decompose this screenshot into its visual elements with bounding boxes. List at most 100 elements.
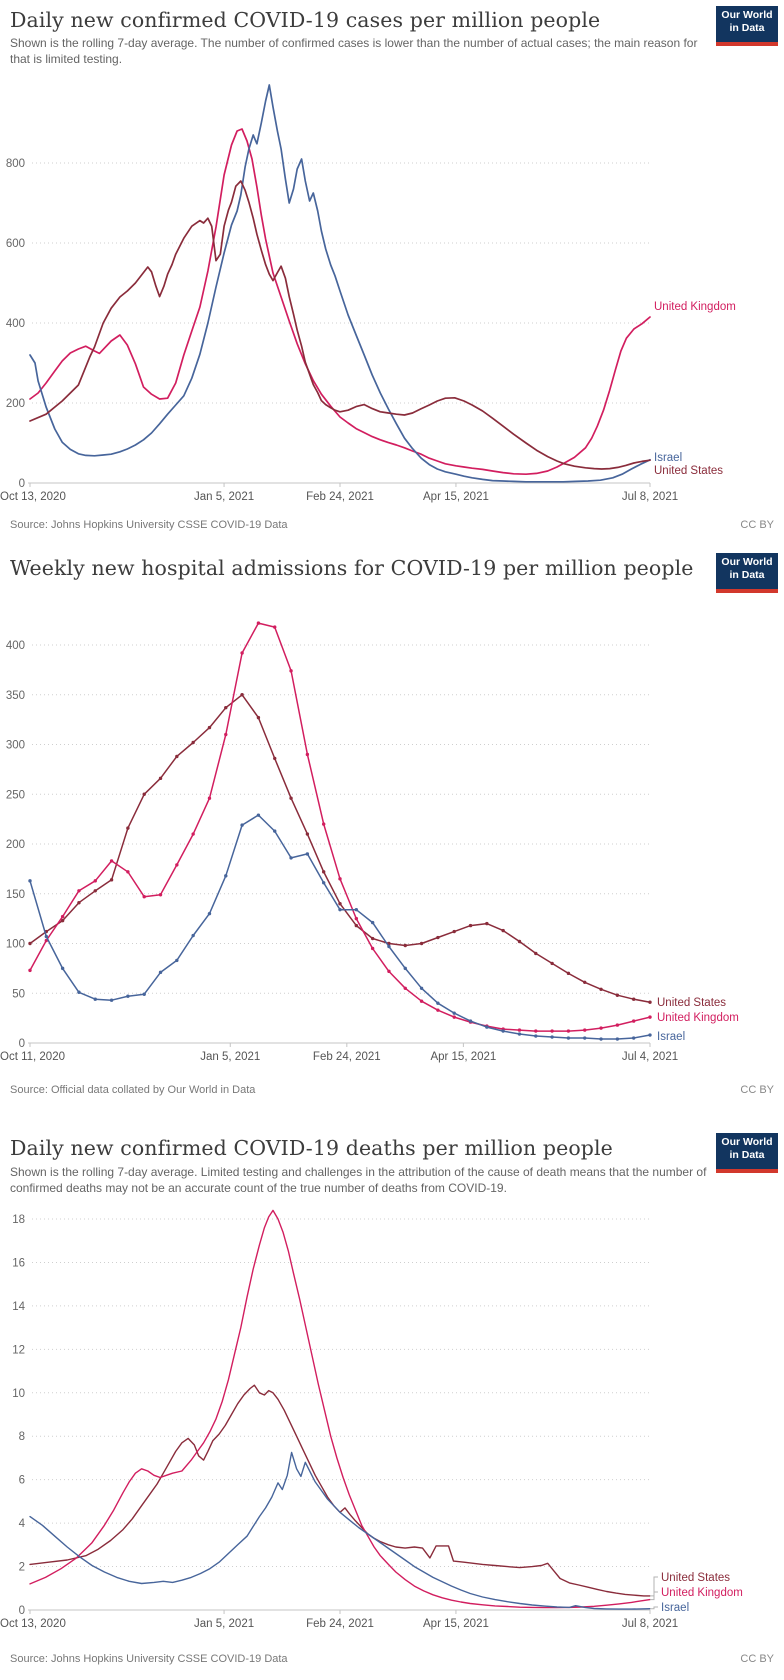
y-tick-label: 150 — [6, 889, 25, 901]
series-end-label: Israel — [661, 1602, 689, 1614]
series-marker — [436, 1001, 440, 1005]
series-line-united-states — [29, 1384, 651, 1597]
series-marker — [77, 901, 81, 905]
owid-logo: Our World in Data — [716, 553, 778, 593]
series-marker — [648, 1000, 652, 1004]
series-marker — [338, 907, 342, 912]
x-tick-label: Feb 24, 2021 — [306, 1618, 374, 1630]
series-marker — [60, 918, 65, 923]
series-end-label: United States — [657, 997, 726, 1009]
series-marker — [534, 951, 538, 956]
series-marker — [240, 693, 244, 697]
y-tick-label: 0 — [19, 478, 25, 490]
license-badge: CC BY — [740, 1084, 774, 1096]
series-end-label: Israel — [657, 1031, 685, 1043]
y-tick-label: 600 — [6, 238, 25, 250]
series-marker — [338, 877, 342, 881]
series-marker — [419, 941, 424, 946]
series-marker — [60, 966, 65, 971]
series-marker — [175, 958, 179, 963]
series-marker — [207, 725, 212, 730]
series-marker — [583, 980, 587, 985]
series-end-label: United Kingdom — [661, 1587, 743, 1599]
series-marker — [599, 1026, 603, 1030]
series-marker — [550, 1029, 554, 1033]
series-marker — [93, 997, 97, 1001]
series-marker — [256, 621, 261, 625]
chart-plot-2: 0 2 4 6 8 10 12 14 16 18 Oct 13, 2020 Jan 5, 2021 Fe… — [0, 1209, 743, 1630]
series-marker — [28, 941, 32, 946]
series-marker — [370, 936, 375, 941]
y-tick-label: 200 — [6, 398, 25, 410]
series-marker — [370, 920, 375, 925]
series-marker — [126, 870, 130, 874]
series-line-united-states — [29, 694, 651, 1003]
chart-title: Weekly new hospital admissions for COVID… — [10, 556, 694, 580]
series-marker — [566, 1036, 571, 1040]
x-tick-label: Jan 5, 2021 — [200, 1051, 260, 1063]
series-marker — [534, 1034, 538, 1038]
x-tick-label: Jan 5, 2021 — [194, 1618, 254, 1630]
series-marker — [452, 929, 456, 934]
y-tick-label: 6 — [19, 1475, 25, 1487]
y-tick-label: 350 — [6, 690, 25, 702]
series-marker — [191, 933, 195, 938]
source-note: Source: Johns Hopkins University CSSE CO… — [10, 519, 288, 531]
series-marker — [485, 1025, 489, 1029]
y-tick-label: 14 — [12, 1301, 25, 1313]
series-marker — [109, 878, 114, 882]
series-marker — [158, 776, 163, 781]
owid-logo: Our World in Data — [716, 6, 778, 46]
series-marker — [142, 792, 146, 796]
series-marker — [273, 756, 277, 761]
x-tick-label: Jul 4, 2021 — [622, 1051, 678, 1063]
series-marker — [615, 1037, 620, 1041]
series-marker — [109, 998, 114, 1002]
series-marker — [28, 968, 32, 973]
series-marker — [77, 990, 81, 994]
series-marker — [207, 911, 212, 916]
y-tick-label: 250 — [6, 789, 25, 801]
chart-title: Daily new confirmed COVID-19 deaths per … — [10, 1136, 613, 1160]
x-tick-label: Oct 11, 2020 — [0, 1051, 65, 1063]
series-marker — [338, 902, 342, 906]
y-tick-label: 0 — [19, 1038, 25, 1050]
series-end-label: United States — [661, 1572, 730, 1584]
series-marker — [305, 752, 310, 757]
series-marker — [485, 921, 489, 926]
series-line-israel — [29, 84, 651, 483]
y-tick-label: 0 — [19, 1605, 25, 1617]
series-marker — [77, 889, 81, 893]
series-marker — [191, 832, 195, 836]
series-marker — [158, 970, 163, 975]
y-tick-label: 100 — [6, 939, 25, 951]
series-marker — [126, 994, 130, 998]
series-marker — [452, 1015, 456, 1019]
series-marker — [256, 715, 261, 720]
series-end-label: United States — [654, 465, 723, 477]
y-tick-label: 18 — [12, 1214, 25, 1226]
y-tick-label: 50 — [12, 988, 25, 1000]
y-tick-label: 8 — [19, 1431, 25, 1443]
series-marker — [403, 986, 407, 990]
series-marker — [501, 928, 505, 933]
y-tick-label: 4 — [19, 1518, 26, 1530]
series-marker — [615, 993, 620, 997]
series-line-united-kingdom — [29, 622, 651, 1032]
chart-subtitle: Shown is the rolling 7-day average. Limi… — [10, 1165, 707, 1195]
legend-connector — [650, 1606, 658, 1610]
series-marker — [60, 914, 65, 919]
series-marker — [240, 651, 244, 655]
series-marker — [289, 796, 293, 800]
owid-logo-line2: in Data — [729, 569, 765, 582]
owid-logo-line1: Our World — [721, 1136, 773, 1148]
x-tick-label: Feb 24, 2021 — [313, 1051, 381, 1063]
y-tick-label: 200 — [6, 839, 25, 851]
series-marker — [583, 1028, 587, 1032]
y-tick-label: 400 — [6, 640, 25, 652]
series-marker — [175, 754, 179, 759]
series-marker — [240, 823, 244, 827]
x-tick-label: Oct 13, 2020 — [0, 491, 66, 503]
y-tick-label: 16 — [12, 1257, 25, 1269]
license-badge: CC BY — [740, 519, 774, 531]
